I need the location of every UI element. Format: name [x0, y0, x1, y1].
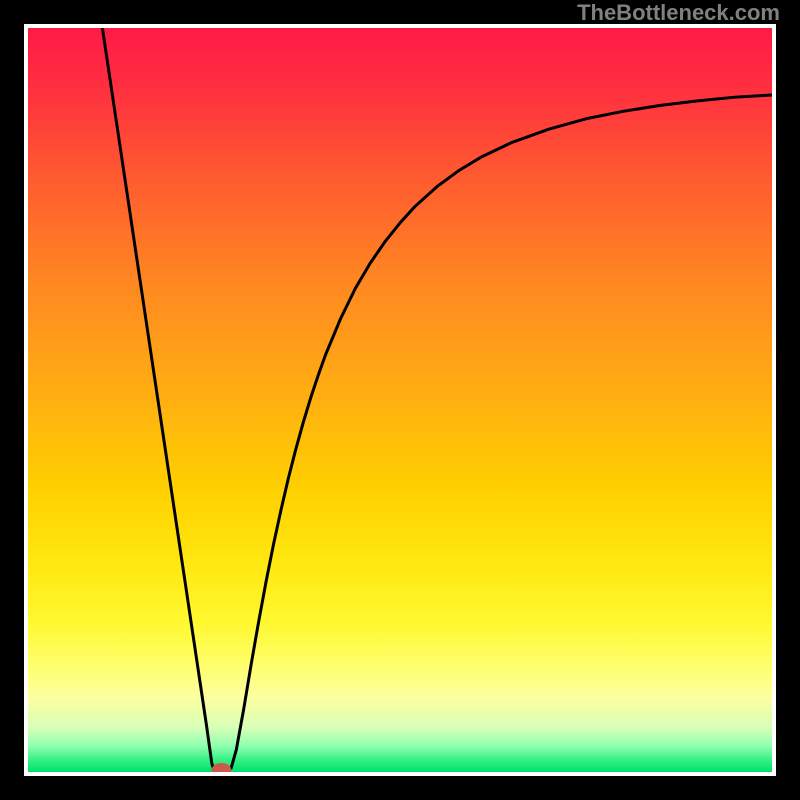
- gradient-background: [28, 28, 772, 772]
- optimal-marker: [211, 763, 231, 777]
- chart-container: TheBottleneck.com: [0, 0, 800, 800]
- watermark-label: TheBottleneck.com: [577, 0, 780, 26]
- bottleneck-chart: [0, 0, 800, 800]
